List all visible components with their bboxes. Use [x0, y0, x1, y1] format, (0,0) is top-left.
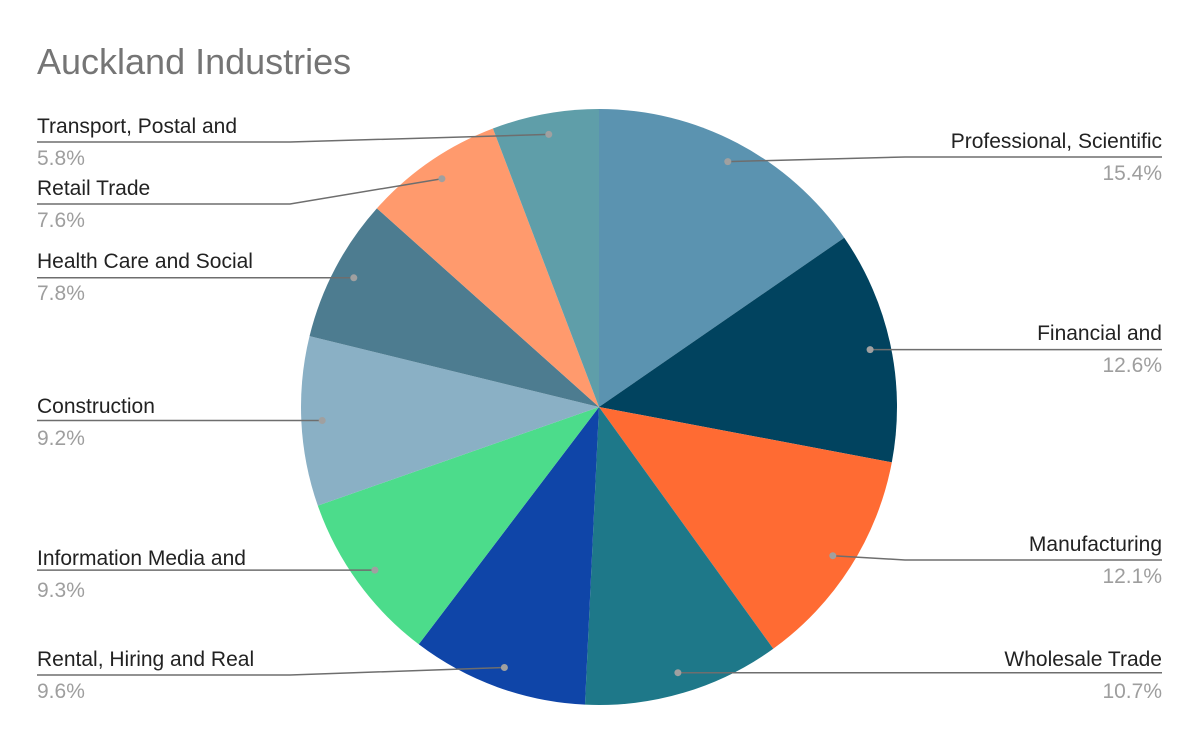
slice-label-retail-trade: Retail Trade: [37, 177, 150, 200]
pie-slice-retail-trade: [376, 128, 599, 407]
leader-line-professional-scientific: [727, 156, 1162, 163]
leader-dot-transport-postal-and: [545, 130, 553, 138]
slice-label-transport-postal-and: Transport, Postal and: [37, 115, 237, 138]
leader-dot-rental-hiring-and-real: [500, 664, 508, 671]
slice-value-information-media-and: 9.3%: [37, 579, 85, 602]
pie-slice-professional-scientific: [599, 109, 845, 407]
pie-slice-manufacturing: [599, 407, 892, 649]
pie-slice-construction: [301, 336, 599, 506]
slice-label-wholesale-trade: Wholesale Trade: [1004, 648, 1162, 671]
leader-line-transport-postal-and: [37, 133, 549, 143]
leader-dot-professional-scientific: [724, 158, 732, 166]
slice-value-professional-scientific: 15.4%: [1102, 162, 1162, 185]
slice-label-manufacturing: Manufacturing: [1029, 533, 1162, 556]
slice-label-financial-and: Financial and: [1037, 322, 1162, 345]
leader-dot-retail-trade: [438, 175, 446, 183]
slice-label-construction: Construction: [37, 395, 155, 418]
pie-slice-wholesale-trade: [584, 407, 774, 706]
slice-label-health-care-and-social: Health Care and Social: [37, 250, 253, 273]
leader-dot-information-media-and: [371, 566, 379, 574]
slice-labels: Professional, Scientific 15.4% Financial a…: [37, 115, 1162, 703]
pie-slices: [301, 109, 898, 706]
slice-value-transport-postal-and: 5.8%: [37, 147, 85, 170]
slice-value-health-care-and-social: 7.8%: [37, 282, 85, 305]
pie-slice-rental-hiring-and-real: [418, 407, 599, 705]
pie-slice-transport-postal-and: [492, 109, 599, 407]
slice-value-rental-hiring-and-real: 9.6%: [37, 680, 85, 703]
leader-line-manufacturing: [832, 554, 1162, 561]
leader-dot-manufacturing: [829, 552, 837, 560]
slice-value-manufacturing: 12.1%: [1102, 565, 1162, 588]
slice-value-financial-and: 12.6%: [1102, 354, 1162, 377]
slice-label-professional-scientific: Professional, Scientific: [951, 130, 1162, 153]
leader-dot-wholesale-trade: [674, 669, 682, 677]
leader-line-retail-trade: [37, 177, 443, 205]
slice-value-wholesale-trade: 10.7%: [1102, 680, 1162, 703]
leader-dot-construction: [318, 417, 326, 424]
chart-title: Auckland Industries: [37, 41, 351, 82]
slice-value-retail-trade: 7.6%: [37, 209, 85, 232]
pie-slice-health-care-and-social: [309, 208, 599, 407]
leader-lines: [37, 130, 1162, 677]
leader-line-rental-hiring-and-real: [37, 666, 505, 676]
leader-dot-financial-and: [866, 346, 874, 354]
slice-label-information-media-and: Information Media and: [37, 547, 246, 570]
leader-dot-health-care-and-social: [350, 274, 358, 282]
slice-label-rental-hiring-and-real: Rental, Hiring and Real: [37, 648, 254, 671]
pie-slice-information-media-and: [317, 407, 599, 645]
slice-value-construction: 9.2%: [37, 427, 85, 450]
pie-slice-financial-and: [599, 237, 898, 463]
